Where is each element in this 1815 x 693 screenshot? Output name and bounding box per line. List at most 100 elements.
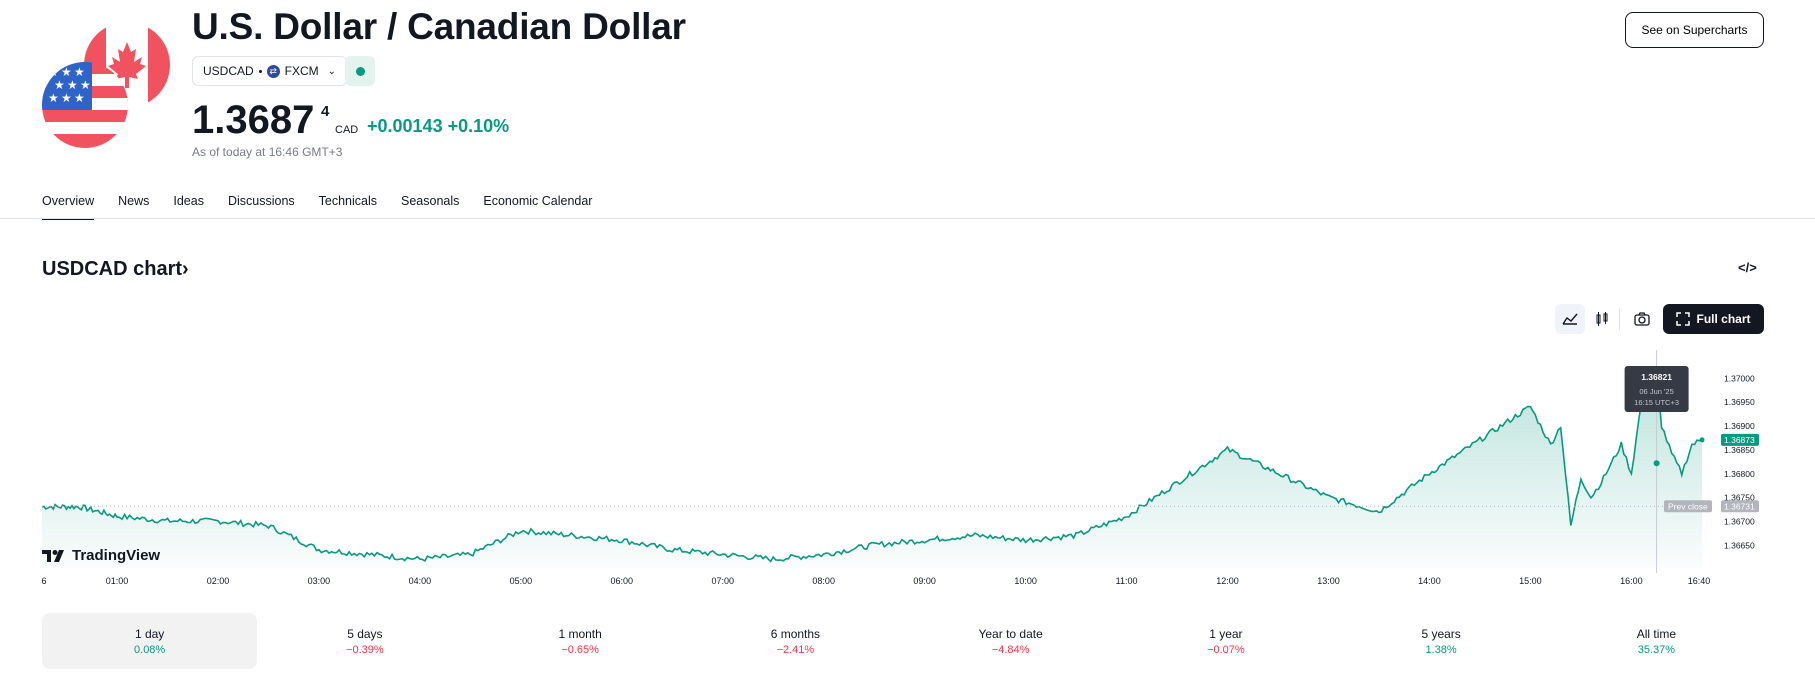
symbol-selector[interactable]: USDCAD ⇄ FXCM ⌄: [192, 56, 348, 86]
x-tick-label: 04:00: [409, 576, 432, 586]
y-tick-label: 1.37000: [1724, 373, 1755, 383]
last-price-pipette: 4: [321, 103, 330, 120]
candle-chart-type-button[interactable]: [1587, 304, 1617, 334]
range-change: −0.39%: [346, 643, 384, 656]
y-tick-label: 1.36750: [1724, 493, 1755, 503]
range-5-days[interactable]: 5 days −0.39%: [257, 613, 472, 669]
x-tick-label: 02:00: [207, 576, 230, 586]
tradingview-watermark: TradingView: [42, 547, 160, 564]
x-tick-label: 16:00: [1620, 576, 1643, 586]
market-open-dot-icon: [355, 66, 365, 76]
y-tick-label: 1.36900: [1724, 421, 1755, 431]
range-all-time[interactable]: All time 35.37%: [1549, 613, 1764, 669]
svg-text:★: ★: [61, 65, 72, 79]
embed-code-icon[interactable]: </>: [1738, 260, 1757, 275]
prev-close-tag-label: Prev close: [1668, 501, 1708, 511]
tooltip-price: 1.36821: [1641, 372, 1672, 382]
tooltip-time: 16:15 UTC+3: [1634, 398, 1679, 407]
x-tick-label: 13:00: [1317, 576, 1340, 586]
x-tick-label: 03:00: [308, 576, 331, 586]
us-flag-icon: ★ ★ ★ ★ ★ ★ ★ ★ ★: [42, 62, 128, 148]
svg-text:★: ★: [67, 78, 78, 92]
range-year-to-date[interactable]: Year to date −4.84%: [903, 613, 1118, 669]
range-label: 1 day: [134, 626, 165, 641]
see-on-supercharts-button[interactable]: See on Supercharts: [1625, 12, 1764, 48]
tabs-divider: [0, 218, 1815, 219]
last-price: 1.3687: [192, 98, 315, 142]
price-currency: CAD: [335, 124, 359, 136]
range-label: 6 months: [770, 626, 821, 641]
tab-ideas[interactable]: Ideas: [173, 194, 204, 208]
x-tick-label: 06:00: [611, 576, 634, 586]
range-1-day[interactable]: 1 day 0.08%: [42, 613, 258, 669]
tradingview-logo-icon: [42, 549, 64, 562]
market-status-badge[interactable]: [345, 56, 375, 86]
prev-close-tag: [1664, 500, 1712, 513]
tab-economic-calendar[interactable]: Economic Calendar: [483, 194, 593, 208]
svg-text:★: ★: [48, 65, 59, 79]
range-change: −2.41%: [776, 643, 815, 656]
price-change: +0.00143 +0.10%: [367, 116, 510, 136]
x-tick-label: 08:00: [812, 576, 835, 586]
exchange-label: FXCM: [284, 64, 319, 78]
range-label: All time: [1636, 626, 1677, 641]
price-line: [41, 365, 1703, 563]
prev-close-value-label: 1.36731: [1724, 501, 1755, 511]
tab-discussions[interactable]: Discussions: [227, 194, 295, 208]
price-timestamp: As of today at 16:46 GMT+3: [192, 145, 343, 159]
x-tick-label: 10:00: [1014, 576, 1037, 586]
last-price-tag-label: 1.36873: [1724, 435, 1755, 445]
separator-dot: [258, 69, 262, 73]
x-tick-label: 16:40: [1688, 576, 1711, 586]
chevron-down-icon: ⌄: [327, 65, 337, 77]
tooltip-date: 06 Jun '25: [1639, 387, 1673, 396]
range-change: −4.84%: [991, 643, 1030, 656]
time-range-selector: 1 day 0.08% 5 days −0.39% 1 month −0.65% 6 mon…: [42, 613, 1764, 669]
svg-text:★: ★: [48, 91, 59, 105]
svg-text:★: ★: [54, 78, 65, 92]
watermark-text: TradingView: [72, 547, 161, 564]
x-tick-label: 05:00: [510, 576, 533, 586]
range-5-years[interactable]: 5 years 1.38%: [1334, 613, 1549, 669]
candles-icon: [1596, 312, 1608, 326]
fullscreen-icon: [1676, 312, 1691, 326]
page-title: U.S. Dollar / Canadian Dollar: [192, 6, 686, 47]
range-1-year[interactable]: 1 year −0.07%: [1118, 613, 1333, 669]
x-tick-label: 07:00: [711, 576, 734, 586]
currency-flags: ★ ★ ★ ★ ★ ★ ★ ★ ★: [42, 22, 172, 150]
snapshot-button[interactable]: [1627, 304, 1657, 334]
range-change: −0.65%: [561, 643, 599, 656]
range-6-months[interactable]: 6 months −2.41%: [688, 613, 903, 669]
tab-news[interactable]: News: [118, 194, 150, 208]
x-tick-label: 09:00: [913, 576, 936, 586]
price-chart[interactable]: 1.37000 1.36950 1.36900 1.36850 1.36800 1.367…: [0, 350, 1815, 595]
range-1-month[interactable]: 1 month −0.65%: [473, 613, 688, 669]
prev-close-value-tag: [1721, 500, 1759, 513]
camera-icon: [1634, 312, 1650, 326]
svg-text:★: ★: [74, 91, 85, 105]
chart-type-toolbar: [1555, 304, 1657, 334]
tab-seasonals[interactable]: Seasonals: [401, 194, 460, 208]
x-tick-label: 14:00: [1418, 576, 1441, 586]
tab-overview[interactable]: Overview: [42, 194, 95, 220]
x-tick-label: 15:00: [1519, 576, 1542, 586]
last-price-tag: [1721, 433, 1759, 446]
area-chart-type-button[interactable]: [1555, 304, 1585, 334]
range-label: Year to date: [978, 626, 1043, 641]
y-tick-label: 1.36950: [1724, 397, 1755, 407]
x-tick-label: 01:00: [106, 576, 129, 586]
x-tick-label: 11:00: [1116, 576, 1138, 586]
symbol-label: USDCAD: [203, 64, 254, 78]
range-label: 5 years: [1421, 626, 1461, 641]
page-tabs: Overview News Ideas Discussions Technicals Se…: [42, 194, 592, 220]
range-label: 1 month: [558, 626, 602, 641]
y-tick-label: 1.36850: [1724, 445, 1755, 455]
full-chart-label: Full chart: [1696, 312, 1751, 326]
tooltip-box: [1624, 366, 1689, 412]
full-chart-button[interactable]: Full chart: [1663, 304, 1764, 334]
tab-technicals[interactable]: Technicals: [318, 194, 378, 208]
range-change: 0.08%: [134, 643, 166, 656]
chart-section-title[interactable]: USDCAD chart›: [42, 258, 189, 280]
range-label: 1 year: [1209, 626, 1243, 641]
svg-text:★: ★: [74, 65, 85, 79]
